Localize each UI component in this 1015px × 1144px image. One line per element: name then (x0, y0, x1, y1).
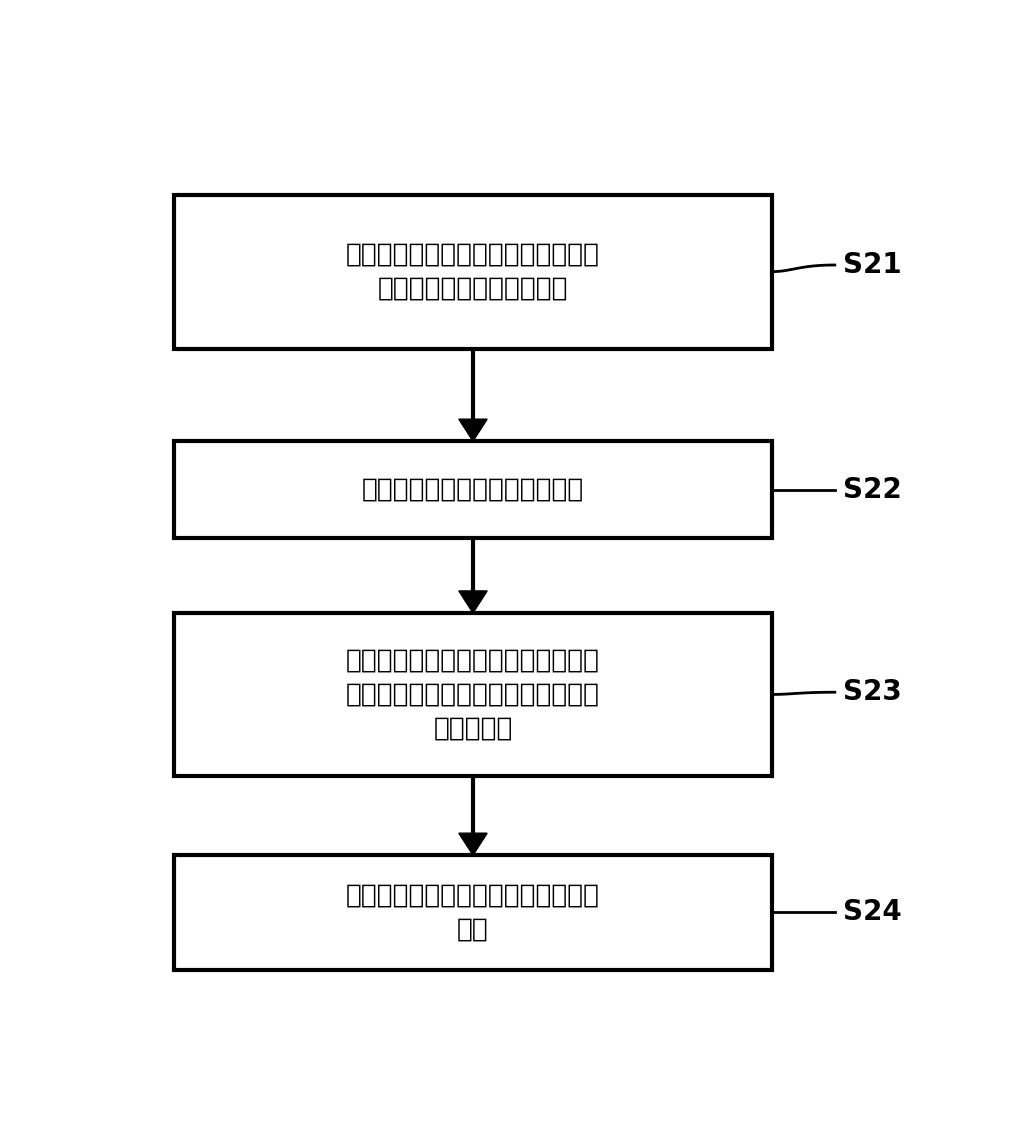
Text: S22: S22 (842, 476, 901, 503)
Text: S23: S23 (842, 678, 901, 706)
Bar (175, 613, 771, 776)
Text: 在油田产出井处获取油水混合物: 在油田产出井处获取油水混合物 (362, 477, 584, 502)
Bar (175, 442, 771, 538)
Bar (175, 856, 771, 970)
Polygon shape (459, 591, 487, 613)
Text: 在油田注入井中加入油田示踪剂，油
田示踪剂包括荧光碳量子点: 在油田注入井中加入油田示踪剂，油 田示踪剂包括荧光碳量子点 (346, 241, 600, 302)
Bar (175, 194, 771, 349)
Polygon shape (459, 419, 487, 442)
Text: S24: S24 (842, 898, 901, 927)
Text: 检测含有荧光碳量子点的极性溶剂的
荧光: 检测含有荧光碳量子点的极性溶剂的 荧光 (346, 882, 600, 943)
Text: 使用极性溶剂萸取油水混合物中的荧
光碳量子点，得到含有荧光碳量子点
的极性溶剂: 使用极性溶剂萸取油水混合物中的荧 光碳量子点，得到含有荧光碳量子点 的极性溶剂 (346, 648, 600, 741)
Text: S21: S21 (842, 251, 901, 279)
Polygon shape (459, 833, 487, 856)
